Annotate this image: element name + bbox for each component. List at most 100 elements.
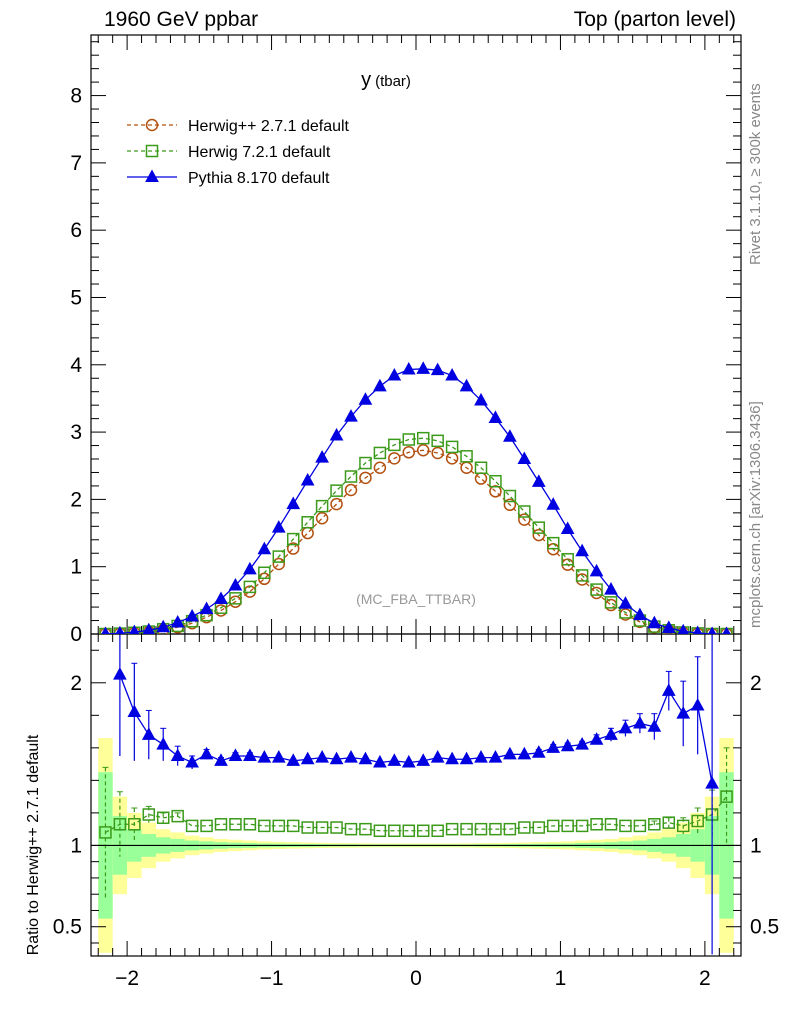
x-tick-label: 2 [699, 967, 711, 990]
ratio-point-0 [315, 821, 329, 834]
data-point-1 [344, 470, 358, 483]
legend: Herwig++ 2.7.1 default Herwig 7.2.1 defau… [127, 118, 350, 187]
ratio-ylabel: Ratio to Herwig++ 2.7.1 default [25, 734, 42, 955]
data-point-1 [474, 461, 488, 475]
ratio-point-1 [488, 750, 503, 763]
legend-marker [145, 118, 159, 132]
data-point-1 [373, 446, 387, 460]
y-tick-label: 6 [70, 219, 82, 242]
data-point-2 [214, 591, 228, 605]
data-point-2 [401, 361, 416, 375]
data-point-0 [402, 446, 416, 459]
ratio-point-0 [532, 821, 546, 834]
ratio-point-0 [156, 811, 170, 825]
ratio-y-tick-label: 2 [70, 672, 82, 695]
ratio-point-0 [676, 819, 690, 833]
ratio-point-1 [618, 720, 633, 734]
data-point-1 [561, 553, 574, 566]
data-point-0 [315, 511, 329, 525]
ratio-point-1 [661, 683, 676, 696]
data-point-2 [677, 623, 689, 634]
data-point-0 [474, 472, 488, 485]
ratio-point-0 [604, 818, 618, 831]
data-point-2 [430, 362, 445, 376]
data-point-2 [300, 473, 315, 486]
data-point-2 [271, 520, 286, 533]
data-point-1 [359, 456, 372, 470]
data-point-2 [589, 563, 604, 577]
ratio-point-0 [373, 824, 387, 838]
data-point-2 [445, 368, 459, 381]
ratio-point-1 [459, 751, 474, 765]
ratio-point-1 [113, 667, 127, 680]
data-point-2 [373, 378, 387, 392]
ratio-point-0 [344, 822, 358, 836]
data-point-1 [229, 592, 242, 605]
ratio-point-0 [619, 819, 632, 833]
data-point-2 [503, 429, 517, 442]
ratio-point-1 [503, 746, 517, 760]
ratio-y-tick-label-right: 1 [750, 834, 762, 857]
ratio-point-0 [546, 819, 560, 833]
data-point-2 [575, 543, 589, 557]
data-point-0 [431, 446, 444, 460]
data-point-2 [115, 625, 125, 634]
y-tick-label: 5 [70, 286, 82, 309]
data-point-1 [489, 474, 502, 488]
data-point-2 [101, 626, 110, 634]
ratio-point-0 [214, 818, 228, 831]
ratio-point-1 [647, 719, 662, 732]
series-line-0 [105, 449, 727, 634]
ratio-point-0 [171, 809, 184, 823]
data-point-0 [518, 513, 531, 526]
data-point-2 [531, 474, 546, 487]
data-point-2 [416, 361, 431, 374]
ratio-point-1 [358, 751, 373, 765]
data-point-2 [344, 409, 358, 422]
ratio-point-1 [257, 750, 272, 763]
data-point-1 [315, 499, 329, 513]
y-tick-label: 4 [70, 354, 82, 377]
ratio-point-0 [258, 819, 271, 833]
ratio-point-0 [200, 819, 213, 833]
ratio-point-1 [373, 754, 387, 768]
ratio-point-0 [691, 814, 704, 828]
ratio-point-0 [229, 818, 242, 831]
data-point-2 [488, 410, 503, 423]
plot-title: y (tbar) [361, 69, 411, 91]
data-point-2 [693, 625, 703, 634]
ratio-point-1 [243, 748, 257, 761]
ratio-point-1 [156, 737, 171, 750]
data-point-2 [286, 496, 301, 510]
data-point-0 [373, 461, 387, 475]
ratio-point-1 [344, 750, 358, 763]
ratio-point-0 [503, 822, 517, 836]
data-point-2 [647, 615, 662, 629]
y-tick-label: 8 [70, 85, 82, 108]
ratio-point-0 [128, 818, 141, 831]
data-point-2 [722, 626, 731, 634]
y-tick-label: 1 [70, 556, 82, 579]
main-plot-area [99, 361, 733, 634]
data-point-1 [272, 550, 286, 563]
data-point-2 [633, 607, 647, 621]
ratio-point-0 [648, 818, 661, 831]
data-point-2 [257, 541, 272, 555]
data-point-1 [445, 440, 459, 454]
data-point-1 [388, 438, 401, 452]
x-tick-label: −1 [260, 967, 284, 990]
ratio-point-1 [387, 753, 402, 766]
x-tick-label: −2 [115, 967, 139, 990]
data-point-2 [243, 561, 257, 575]
data-point-2 [358, 392, 373, 405]
data-point-0 [388, 452, 401, 465]
data-point-1 [286, 532, 300, 546]
data-point-2 [329, 427, 344, 441]
ratio-point-1 [329, 751, 344, 765]
data-point-2 [185, 608, 199, 622]
ratio-point-0 [301, 821, 314, 834]
data-point-2 [199, 601, 214, 615]
data-point-0 [489, 485, 502, 498]
plot-title-main: y [361, 69, 371, 91]
